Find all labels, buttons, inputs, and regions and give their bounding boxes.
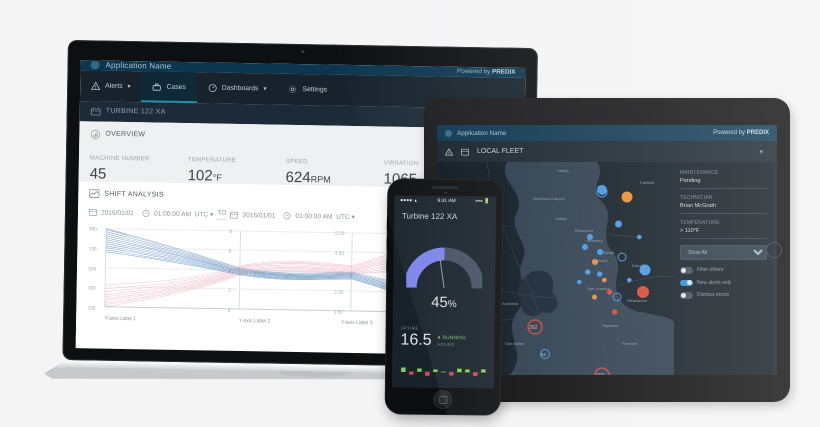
svg-text:Y-axis Label 1: Y-axis Label 1 bbox=[104, 316, 136, 323]
svg-text:6: 6 bbox=[229, 249, 232, 255]
svg-text:Richmond: Richmond bbox=[575, 228, 593, 233]
svg-text:192: 192 bbox=[596, 373, 605, 375]
svg-text:San Leandro: San Leandro bbox=[587, 286, 611, 291]
svg-text:Fairfield: Fairfield bbox=[640, 180, 654, 185]
svg-text:0: 0 bbox=[228, 308, 231, 314]
svg-text:2.30: 2.30 bbox=[334, 290, 344, 296]
svg-text:Vallejo: Vallejo bbox=[555, 216, 567, 221]
svg-text:700: 700 bbox=[89, 246, 97, 252]
svg-text:100: 100 bbox=[88, 305, 96, 311]
svg-text:500: 500 bbox=[88, 266, 96, 272]
svg-text:2: 2 bbox=[228, 288, 231, 294]
svg-text:900: 900 bbox=[89, 226, 97, 232]
svg-text:4.50: 4.50 bbox=[335, 251, 345, 257]
svg-text:Pleasanton: Pleasanton bbox=[627, 298, 647, 303]
svg-text:Y-axis Label 2: Y-axis Label 2 bbox=[239, 318, 271, 325]
svg-text:Orinda: Orinda bbox=[602, 250, 615, 255]
svg-text:San Mateo: San Mateo bbox=[505, 341, 525, 346]
svg-text:8: 8 bbox=[229, 229, 232, 235]
svg-text:64: 64 bbox=[541, 352, 546, 357]
svg-text:Y-axis Label 3: Y-axis Label 3 bbox=[341, 320, 373, 327]
svg-text:Fremont: Fremont bbox=[622, 341, 638, 346]
svg-text:5.50: 5.50 bbox=[335, 231, 345, 237]
svg-text:Alameda: Alameda bbox=[502, 301, 519, 306]
svg-text:Hayward: Hayward bbox=[602, 323, 618, 328]
svg-text:300: 300 bbox=[88, 285, 96, 291]
svg-text:262: 262 bbox=[529, 325, 538, 331]
svg-text:1.50: 1.50 bbox=[334, 310, 344, 316]
svg-text:Vallejo: Vallejo bbox=[557, 168, 569, 173]
svg-text:American Canyon: American Canyon bbox=[533, 196, 565, 201]
